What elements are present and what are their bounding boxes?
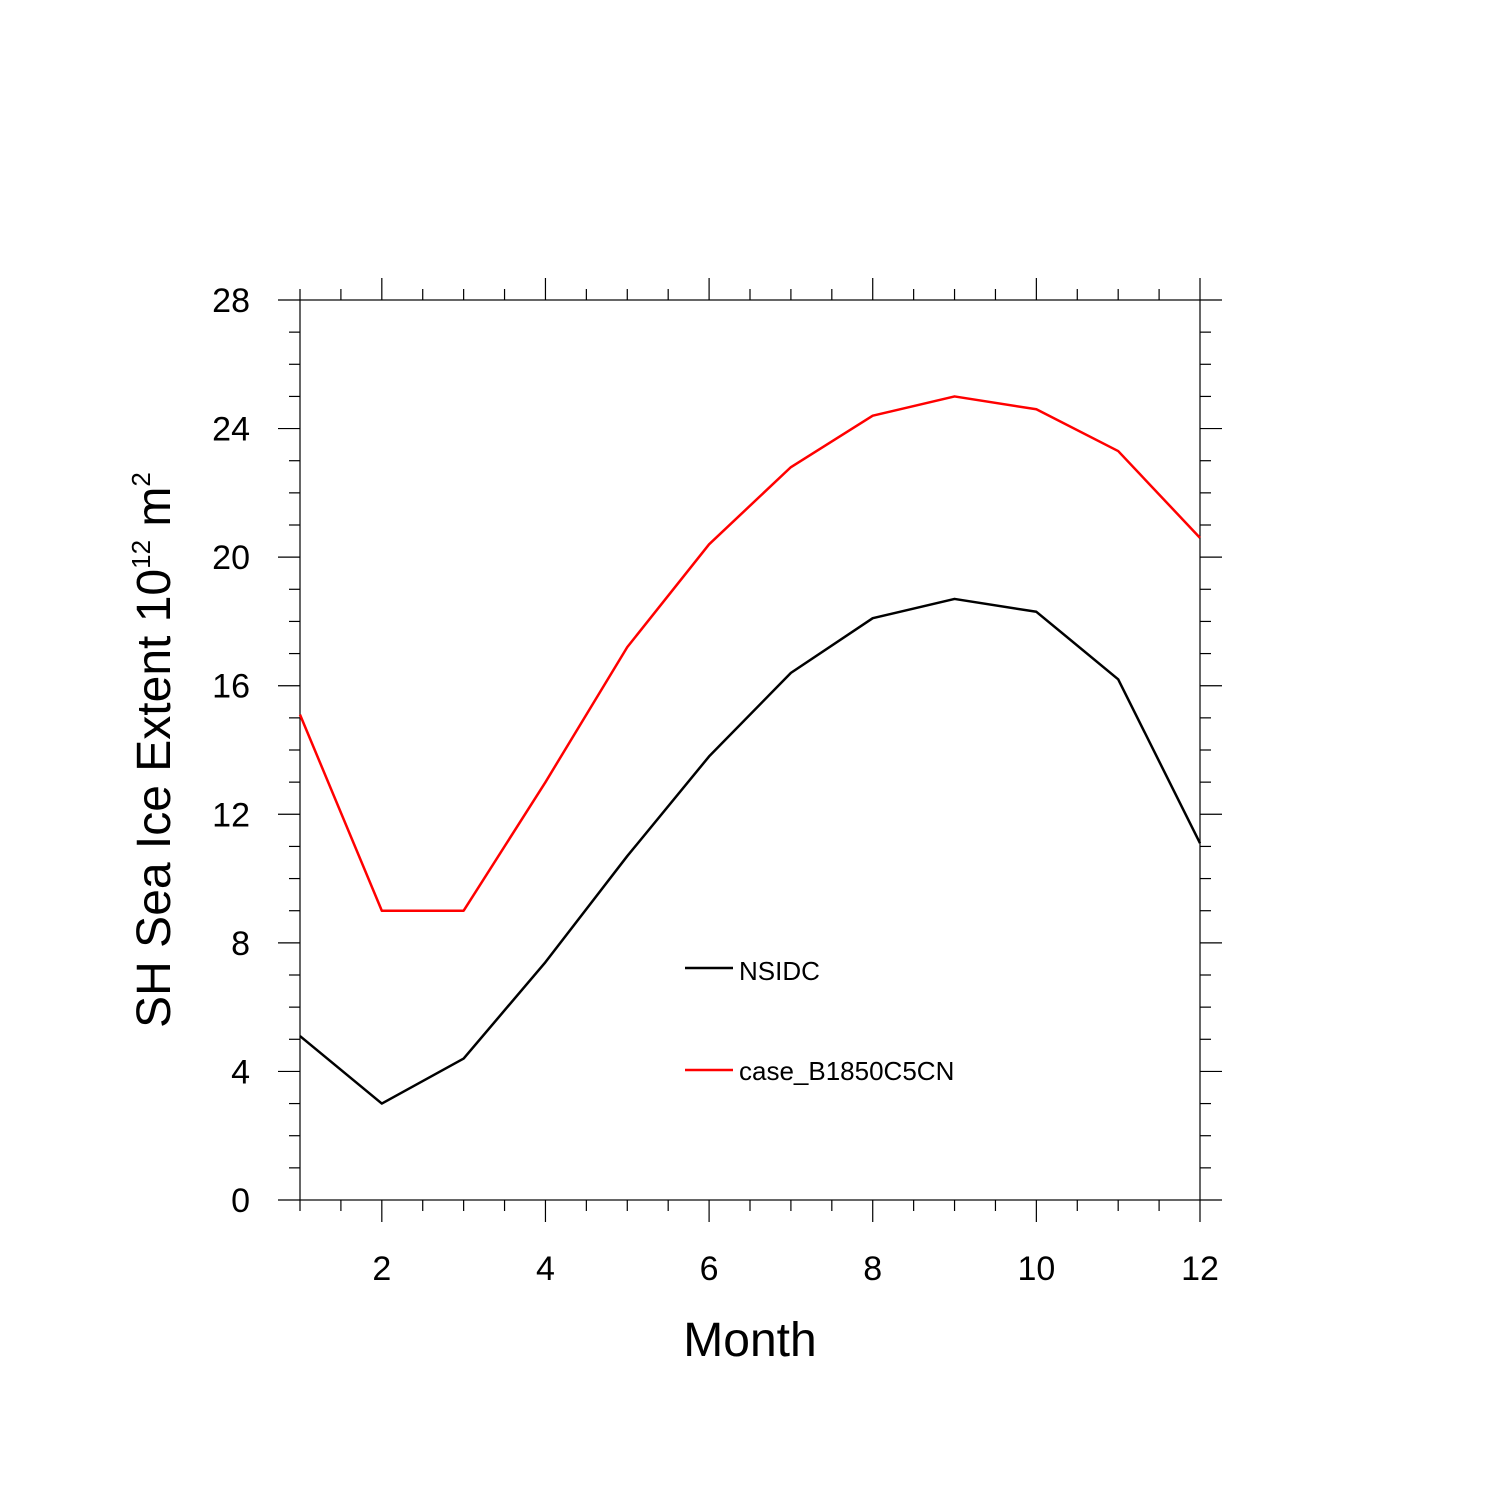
y-tick-label-16: 16 — [212, 668, 250, 706]
x-tick-label-4: 4 — [536, 1250, 555, 1288]
y-tick-label-20: 20 — [212, 539, 250, 577]
y-tick-label-12: 12 — [212, 796, 250, 834]
y-tick-label-24: 24 — [212, 411, 250, 449]
x-axis-title: Month — [683, 1314, 816, 1367]
series-line-nsidc — [299, 597, 1202, 1105]
y-axis-title: SH Sea Ice Extent 1012 m2 — [126, 472, 181, 1028]
x-tick-label-10: 10 — [1017, 1250, 1055, 1288]
legend-label-case-b1850c5cn: case_B1850C5CN — [739, 1056, 954, 1086]
x-tick-label-8: 8 — [863, 1250, 882, 1288]
x-tick-label-6: 6 — [700, 1250, 719, 1288]
x-tick-label-12: 12 — [1181, 1250, 1219, 1288]
series-line-case-b1850c5cn — [298, 395, 1201, 912]
x-tick-label-2: 2 — [372, 1250, 391, 1288]
y-tick-label-4: 4 — [231, 1053, 250, 1091]
y-tick-label-0: 0 — [231, 1182, 250, 1220]
y-tick-label-28: 28 — [212, 282, 250, 320]
legend-label-nsidc: NSIDC — [739, 956, 820, 986]
legend: NSIDC case_B1850C5CN — [685, 956, 954, 1086]
series-lines — [298, 395, 1202, 1105]
y-axis-title-prefix: SH Sea Ice Extent 10 — [128, 569, 181, 1028]
y-axis-title-exponent-2: 2 — [126, 472, 156, 486]
y-axis-title-unit: m — [128, 487, 181, 540]
y-tick-label-8: 8 — [231, 925, 250, 963]
y-axis-title-exponent-1: 12 — [126, 540, 156, 569]
